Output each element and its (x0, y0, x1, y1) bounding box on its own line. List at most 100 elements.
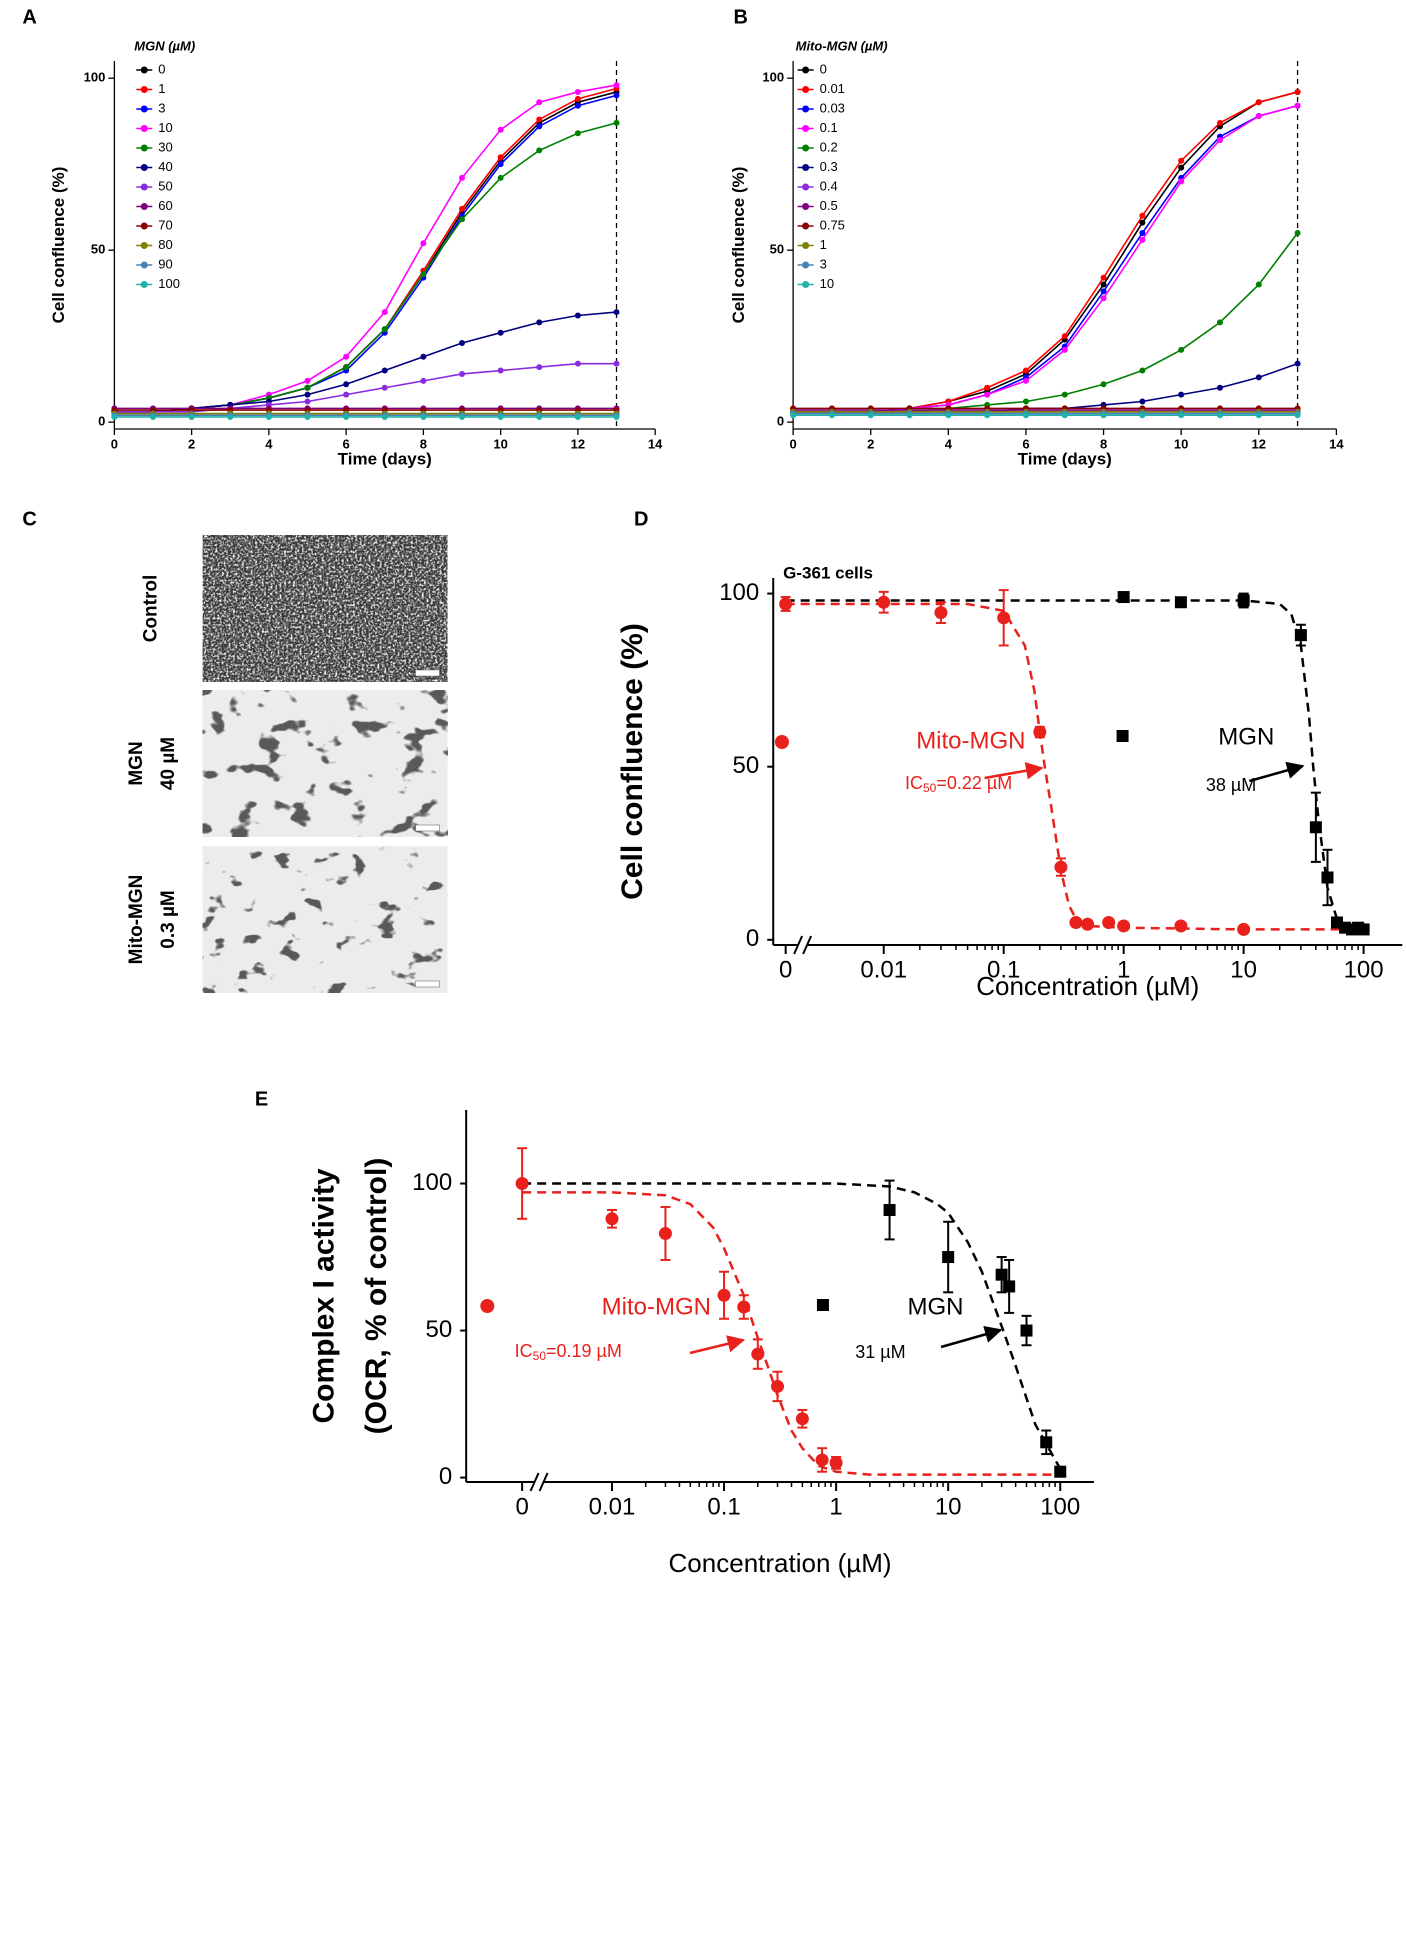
legend-label: 10 (158, 120, 172, 135)
image-label: Mito-MGN (126, 875, 147, 965)
y-axis-label: Complex I activity (308, 1168, 341, 1423)
x-tick-label: 6 (343, 436, 350, 451)
data-point (304, 377, 311, 384)
legend-label: 40 (158, 159, 172, 174)
annotation-part: 50 (923, 781, 937, 795)
legend-label: 100 (158, 276, 180, 291)
y-tick-label: 0 (746, 925, 759, 952)
data-point (420, 271, 427, 278)
y-tick-label: 100 (412, 1169, 452, 1196)
y-axis-label: Cell confluence (%) (49, 167, 68, 324)
fit-curve (785, 602, 1364, 931)
legend-marker (802, 222, 810, 230)
legend-marker (140, 125, 148, 132)
y-tick-label: 50 (425, 1316, 452, 1343)
x-axis-label: Concentration (µM) (669, 1548, 892, 1578)
series-line (114, 87, 617, 413)
legend-marker (140, 203, 148, 210)
legend-label: 3 (820, 256, 827, 271)
x-tick-label: 4 (945, 436, 953, 451)
data-point (984, 391, 991, 398)
y-tick-label: 0 (777, 414, 784, 429)
x-tick-label: 0 (790, 436, 797, 451)
data-point (574, 102, 581, 109)
legend-label: 3 (158, 100, 165, 115)
x-tick-label: 10 (1174, 436, 1188, 451)
data-point (536, 319, 543, 326)
data-point (420, 377, 427, 384)
data-point (343, 381, 350, 388)
scale-bar (415, 669, 440, 677)
y-tick-label: 0 (98, 414, 105, 429)
data-point (613, 119, 620, 126)
data-point (536, 147, 543, 154)
legend-marker (140, 164, 148, 171)
data-point (984, 412, 991, 419)
legend-title: MGN (µM) (134, 38, 195, 53)
annotation-part: IC (515, 1341, 533, 1361)
data-point (1054, 1465, 1067, 1478)
y-axis-label: Cell confluence (%) (616, 623, 649, 900)
data-point (497, 161, 504, 168)
data-point (265, 413, 272, 420)
legend-label: 1 (820, 237, 827, 252)
data-point (304, 413, 311, 420)
data-point (1294, 102, 1301, 109)
x-tick-label: 2 (867, 436, 874, 451)
legend-marker (774, 735, 789, 749)
data-point (1022, 377, 1029, 384)
panel-label: D (634, 508, 648, 530)
x-tick-label: 12 (571, 436, 585, 451)
data-point (111, 413, 118, 420)
data-point (381, 367, 388, 374)
data-point (883, 1203, 896, 1216)
x-tick-label: 10 (493, 436, 507, 451)
data-point (1102, 915, 1116, 929)
y-tick-label: 50 (733, 752, 760, 779)
legend-label: MGN (1218, 723, 1274, 750)
legend-label: Mito-MGN (602, 1293, 711, 1320)
data-point (1139, 367, 1146, 374)
data-point (1357, 923, 1370, 936)
x-tick-label: 1 (829, 1493, 842, 1520)
data-point (459, 413, 466, 420)
legend-label: 60 (158, 198, 172, 213)
image-label: 0.3 µM (158, 890, 179, 948)
x-tick-label: 14 (1329, 436, 1344, 451)
data-point (1178, 346, 1185, 353)
axis-break (538, 1472, 549, 1492)
y-axis-label: (OCR, % of control) (360, 1158, 393, 1435)
data-point (795, 1412, 809, 1426)
data-point (717, 1288, 731, 1302)
data-point (497, 154, 504, 161)
data-point (497, 367, 504, 374)
chart-title: G-361 cells (783, 563, 873, 582)
data-point (343, 391, 350, 398)
data-point (1309, 821, 1322, 834)
data-point (1061, 412, 1068, 419)
annotation: 31 µM (855, 1342, 905, 1362)
legend-label: 70 (158, 217, 172, 232)
data-point (997, 611, 1011, 625)
micrograph-texture (202, 846, 448, 993)
y-tick-label: 100 (762, 70, 784, 85)
x-tick-label: 0.01 (860, 956, 907, 983)
data-point (536, 413, 543, 420)
micrograph-texture (202, 535, 448, 682)
panel-label: A (22, 6, 36, 28)
legend-label: 0.01 (820, 81, 845, 96)
series-line (114, 311, 617, 413)
annotation-part: IC (905, 773, 923, 793)
data-point (1178, 178, 1185, 185)
data-point (420, 240, 427, 247)
data-point (1139, 398, 1146, 405)
series-line (114, 362, 617, 413)
legend-label: 50 (158, 178, 172, 193)
data-point (1178, 164, 1185, 171)
data-point (1216, 412, 1223, 419)
data-point (737, 1300, 751, 1314)
data-point (343, 353, 350, 360)
data-point (942, 1251, 955, 1264)
legend-marker (802, 164, 810, 171)
x-tick-label: 0.1 (707, 1493, 740, 1520)
